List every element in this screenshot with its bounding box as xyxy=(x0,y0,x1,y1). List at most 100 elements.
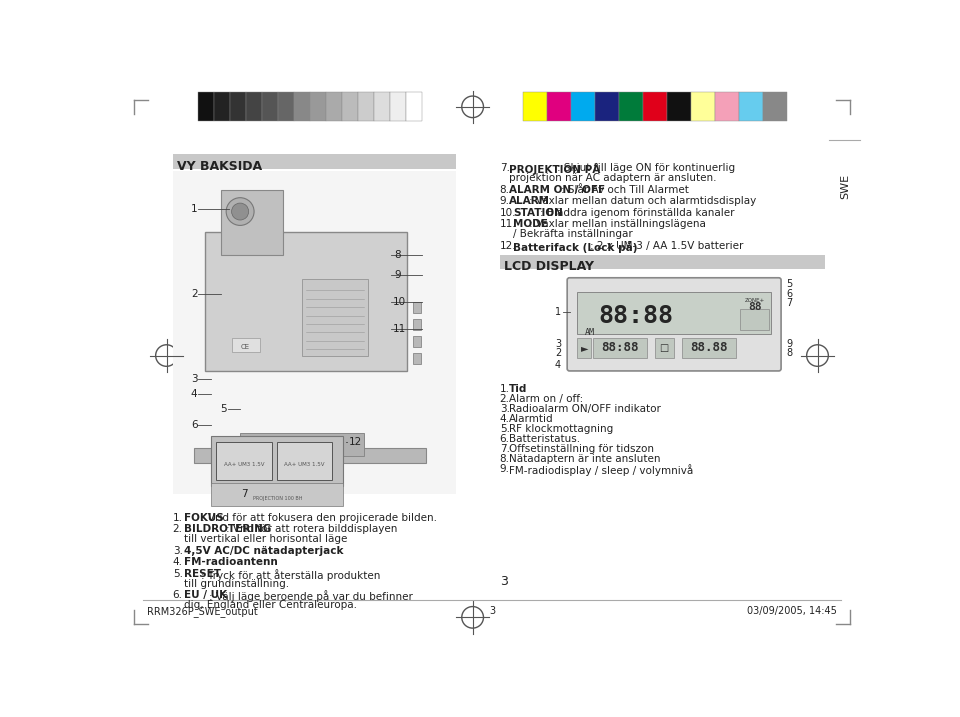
Bar xyxy=(213,92,229,120)
Bar xyxy=(406,92,422,120)
Bar xyxy=(276,442,332,480)
Bar xyxy=(682,338,736,358)
Text: 9.: 9. xyxy=(500,196,510,206)
Bar xyxy=(667,92,690,120)
Text: : 2 x UM-3 / AA 1.5V batterier: : 2 x UM-3 / AA 1.5V batterier xyxy=(589,241,743,251)
Text: 7.: 7. xyxy=(500,163,510,173)
Text: 88:88: 88:88 xyxy=(601,341,638,354)
Bar xyxy=(523,92,547,120)
Text: 4.: 4. xyxy=(173,557,182,567)
Text: 5.: 5. xyxy=(173,569,182,579)
Bar xyxy=(294,92,310,120)
Text: ALARM: ALARM xyxy=(510,196,550,206)
Bar xyxy=(246,92,262,120)
Text: 11: 11 xyxy=(393,323,406,333)
Text: 2.: 2. xyxy=(500,394,510,404)
Bar xyxy=(240,432,364,455)
Text: 6: 6 xyxy=(191,420,198,429)
Text: 6: 6 xyxy=(786,289,793,299)
Text: 4,5V AC/DC nätadapterjack: 4,5V AC/DC nätadapterjack xyxy=(183,546,343,556)
Text: 11.: 11. xyxy=(500,219,516,229)
Text: EU / UK: EU / UK xyxy=(183,590,227,600)
Text: 10.: 10. xyxy=(500,208,516,218)
Bar xyxy=(619,92,643,120)
Bar xyxy=(374,92,390,120)
Bar xyxy=(592,338,647,358)
Text: AA+ UM3 1.5V: AA+ UM3 1.5V xyxy=(224,462,264,467)
Text: MODE: MODE xyxy=(514,219,548,229)
Bar xyxy=(500,255,826,270)
Bar xyxy=(413,336,420,347)
Text: 3: 3 xyxy=(489,606,495,616)
Text: 03/09/2005, 14:45: 03/09/2005, 14:45 xyxy=(747,606,837,616)
Text: 88: 88 xyxy=(748,302,761,312)
Text: □: □ xyxy=(660,343,669,353)
Text: 8.: 8. xyxy=(500,184,510,194)
Text: 10: 10 xyxy=(393,297,406,307)
Bar xyxy=(413,319,420,330)
Bar xyxy=(342,92,358,120)
Text: 7.: 7. xyxy=(500,444,510,454)
Text: : Växlar mellan inställningslägena: : Växlar mellan inställningslägena xyxy=(529,219,706,229)
Text: 3.: 3. xyxy=(173,546,182,556)
Text: CE: CE xyxy=(241,344,251,350)
Text: Radioalarm ON/OFF indikator: Radioalarm ON/OFF indikator xyxy=(510,404,661,414)
Bar xyxy=(547,92,571,120)
Bar xyxy=(740,308,770,330)
Text: : Välj läge beroende på var du befinner: : Välj läge beroende på var du befinner xyxy=(208,590,413,602)
Bar xyxy=(211,437,344,486)
Text: 7: 7 xyxy=(786,298,793,308)
Bar xyxy=(277,92,294,120)
Text: 2: 2 xyxy=(191,289,198,299)
Text: 12.: 12. xyxy=(500,241,516,251)
Text: PROJEKTION PÅ: PROJEKTION PÅ xyxy=(510,163,601,175)
Text: 6.: 6. xyxy=(500,434,510,444)
Bar xyxy=(577,292,771,334)
Circle shape xyxy=(231,203,249,220)
Text: 4: 4 xyxy=(555,360,561,370)
Text: : Bläddra igenom förinställda kanaler: : Bläddra igenom förinställda kanaler xyxy=(540,208,734,218)
Bar xyxy=(173,154,456,169)
Bar xyxy=(229,92,246,120)
Text: 8: 8 xyxy=(395,250,401,260)
Text: STATION: STATION xyxy=(514,208,564,218)
Text: 7: 7 xyxy=(241,489,248,499)
Text: 5.: 5. xyxy=(500,424,510,434)
Text: 9: 9 xyxy=(395,270,401,280)
Text: PROJECTION 100 BH: PROJECTION 100 BH xyxy=(252,495,302,500)
Bar xyxy=(221,190,283,255)
Text: till grundinställning.: till grundinställning. xyxy=(183,579,289,589)
Text: 1: 1 xyxy=(555,308,561,318)
Bar xyxy=(310,92,326,120)
Bar xyxy=(714,92,738,120)
Text: BILDROTERING: BILDROTERING xyxy=(183,524,271,534)
Text: Batterifack (Lock på): Batterifack (Lock på) xyxy=(514,241,637,253)
Bar xyxy=(690,92,714,120)
Text: 12: 12 xyxy=(348,437,362,447)
Text: 9: 9 xyxy=(786,339,793,349)
Text: RF klockmottagning: RF klockmottagning xyxy=(510,424,613,434)
Bar xyxy=(262,92,277,120)
Text: : Skjut till läge ON för kontinuerlig: : Skjut till läge ON för kontinuerlig xyxy=(557,163,735,173)
Text: ►: ► xyxy=(581,343,588,353)
Text: : Växlar mellan datum och alarmtidsdisplay: : Växlar mellan datum och alarmtidsdispl… xyxy=(529,196,756,206)
Text: SWE: SWE xyxy=(840,174,851,199)
Text: VY BAKSIDA: VY BAKSIDA xyxy=(177,160,262,173)
Text: : Tryck för att återställa produkten: : Tryck för att återställa produkten xyxy=(202,569,381,581)
Text: 1.: 1. xyxy=(500,384,510,394)
Text: 2: 2 xyxy=(555,348,561,358)
Text: 88.88: 88.88 xyxy=(690,341,728,354)
Bar xyxy=(194,448,426,463)
Bar xyxy=(577,338,591,358)
Text: 6.: 6. xyxy=(173,590,182,600)
Text: Nätadaptern är inte ansluten: Nätadaptern är inte ansluten xyxy=(510,454,660,464)
Bar xyxy=(762,92,786,120)
Text: dig, England eller Centraleuropa.: dig, England eller Centraleuropa. xyxy=(183,600,356,610)
Text: 3.: 3. xyxy=(500,404,510,414)
Text: 88:88: 88:88 xyxy=(598,304,673,328)
Text: : Vrid för att fokusera den projicerade bilden.: : Vrid för att fokusera den projicerade … xyxy=(202,513,438,523)
Text: 2.: 2. xyxy=(173,524,182,534)
Bar xyxy=(232,338,259,352)
Text: 1: 1 xyxy=(191,204,198,214)
Text: 4.: 4. xyxy=(500,414,510,424)
